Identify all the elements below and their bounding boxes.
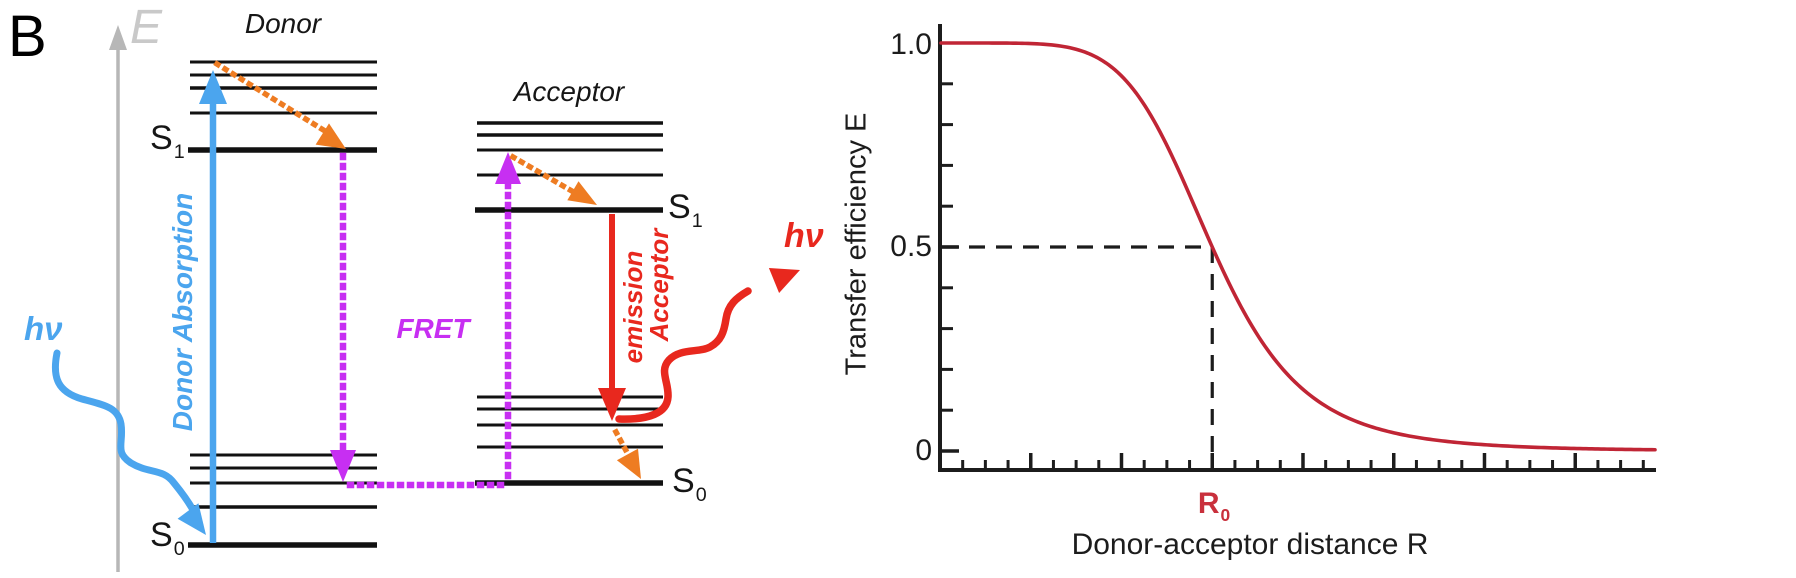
acceptor-s1-base: S bbox=[668, 188, 691, 226]
acceptor-relaxation-upper-arrow bbox=[509, 153, 597, 205]
acceptor-relaxation-lower-arrowhead-icon bbox=[616, 448, 641, 479]
fret-up-arrowhead-icon bbox=[495, 152, 521, 184]
r0-tick-label: R0 bbox=[1186, 487, 1242, 526]
acceptor-emission-label-word1: Acceptor bbox=[644, 228, 674, 342]
energy-axis-arrowhead-icon bbox=[109, 25, 127, 50]
chart-dynamic-content bbox=[939, 41, 1657, 470]
acceptor-emission-label-word2: emission bbox=[618, 250, 648, 364]
energy-axis bbox=[109, 25, 127, 572]
acceptor-emission-arrowhead-icon bbox=[598, 388, 626, 421]
ytick-label-0: 0 bbox=[915, 434, 932, 467]
emitted-photon-wavy-line bbox=[615, 287, 752, 423]
donor-s1-subscript: 1 bbox=[173, 141, 185, 164]
donor-s1-label: S1 bbox=[150, 121, 185, 162]
acceptor-relaxation-upper-dotted-line bbox=[509, 153, 581, 198]
acceptor-s0-base: S bbox=[672, 462, 695, 500]
fret-coupling-path bbox=[330, 152, 521, 489]
donor-absorption-arrow bbox=[199, 70, 227, 543]
acceptor-s0-label: S0 bbox=[672, 464, 707, 505]
efficiency-chart bbox=[938, 24, 1657, 472]
incoming-photon-arrowhead-icon bbox=[177, 503, 206, 535]
chart-x-axis-title: Donor-acceptor distance R bbox=[1071, 528, 1429, 561]
acceptor-emission-arrow bbox=[598, 214, 626, 421]
acceptor-s1-subscript: 1 bbox=[691, 210, 703, 233]
donor-s1-base: S bbox=[150, 119, 173, 157]
energy-axis-label: E bbox=[130, 1, 163, 54]
donor-s0-base: S bbox=[150, 516, 173, 554]
acceptor-relaxation-lower-dotted-line bbox=[612, 428, 634, 462]
donor-absorption-label: Donor Absorption bbox=[167, 192, 198, 432]
jablonski-diagram bbox=[51, 25, 800, 572]
fret-label: FRET bbox=[396, 313, 470, 344]
donor-relaxation-dotted-line bbox=[213, 60, 329, 135]
r0-subscript: 0 bbox=[1220, 505, 1231, 526]
donor-relaxation-arrowhead-icon bbox=[315, 123, 346, 149]
donor-title: Donor bbox=[244, 8, 322, 39]
ytick-label-1-0: 1.0 bbox=[890, 28, 932, 61]
acceptor-relaxation-lower-arrow bbox=[612, 428, 641, 479]
ytick-label-0-5: 0.5 bbox=[890, 230, 932, 263]
incoming-photon-wavy-line bbox=[51, 349, 197, 514]
donor-s0-label: S0 bbox=[150, 518, 185, 559]
fret-down-arrowhead-icon bbox=[330, 450, 356, 482]
donor-energy-levels bbox=[188, 60, 377, 548]
emitted-photon-squiggle bbox=[615, 268, 800, 423]
panel-label: B bbox=[8, 4, 47, 69]
donor-s0-subscript: 0 bbox=[173, 538, 185, 561]
donor-photon-label: hν bbox=[24, 310, 63, 347]
acceptor-photon-label: hν bbox=[784, 217, 824, 255]
acceptor-relaxation-upper-arrowhead-icon bbox=[567, 181, 597, 205]
donor-absorption-arrowhead-icon bbox=[199, 70, 227, 104]
acceptor-title: Acceptor bbox=[513, 76, 625, 107]
r0-base: R bbox=[1197, 487, 1220, 520]
donor-relaxation-arrow bbox=[213, 60, 346, 149]
efficiency-curve bbox=[939, 41, 1657, 452]
acceptor-s0-subscript: 0 bbox=[695, 484, 707, 507]
incoming-photon-squiggle bbox=[51, 349, 206, 535]
acceptor-s1-label: S1 bbox=[668, 190, 703, 231]
emitted-photon-arrowhead-icon bbox=[768, 268, 800, 293]
